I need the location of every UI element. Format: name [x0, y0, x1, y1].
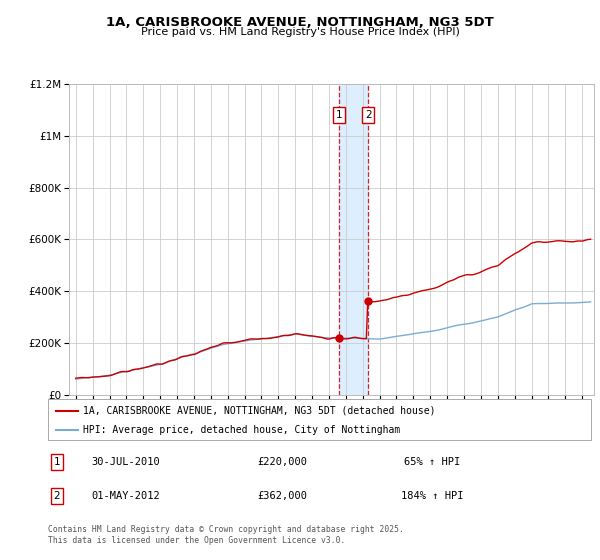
Text: 1A, CARISBROOKE AVENUE, NOTTINGHAM, NG3 5DT: 1A, CARISBROOKE AVENUE, NOTTINGHAM, NG3 … — [106, 16, 494, 29]
Text: 1A, CARISBROOKE AVENUE, NOTTINGHAM, NG3 5DT (detached house): 1A, CARISBROOKE AVENUE, NOTTINGHAM, NG3 … — [83, 405, 436, 416]
Text: Price paid vs. HM Land Registry's House Price Index (HPI): Price paid vs. HM Land Registry's House … — [140, 27, 460, 37]
Text: HPI: Average price, detached house, City of Nottingham: HPI: Average price, detached house, City… — [83, 424, 401, 435]
Text: 184% ↑ HPI: 184% ↑ HPI — [401, 491, 463, 501]
Text: 2: 2 — [365, 110, 371, 120]
Bar — [339, 84, 368, 395]
Text: 65% ↑ HPI: 65% ↑ HPI — [404, 457, 460, 467]
Text: £220,000: £220,000 — [257, 457, 307, 467]
Text: 1: 1 — [335, 110, 342, 120]
Text: 30-JUL-2010: 30-JUL-2010 — [92, 457, 160, 467]
Text: Contains HM Land Registry data © Crown copyright and database right 2025.
This d: Contains HM Land Registry data © Crown c… — [48, 525, 404, 545]
Text: 01-MAY-2012: 01-MAY-2012 — [92, 491, 160, 501]
Text: 1: 1 — [53, 457, 61, 467]
Text: 2: 2 — [53, 491, 61, 501]
Text: £362,000: £362,000 — [257, 491, 307, 501]
